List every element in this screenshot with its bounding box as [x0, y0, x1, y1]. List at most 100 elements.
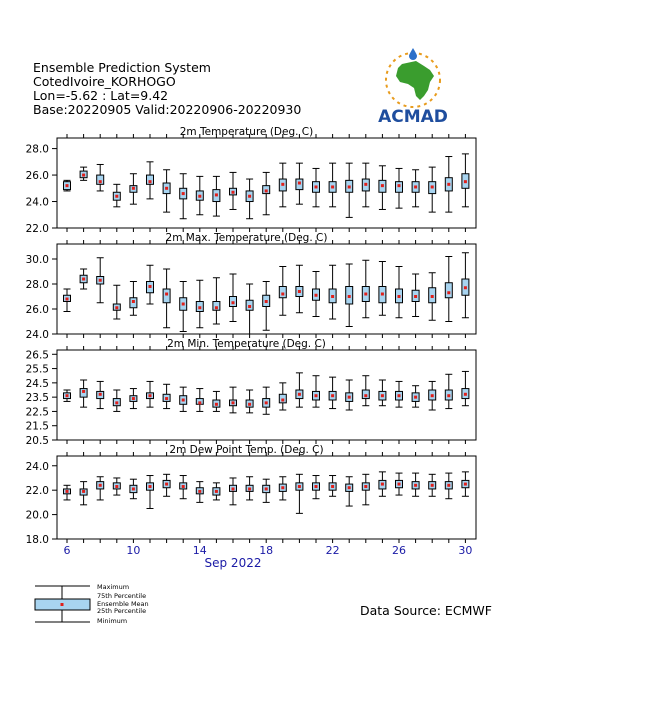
- mean-marker: [380, 482, 384, 486]
- mean-marker: [131, 300, 135, 303]
- mean-marker: [115, 306, 119, 310]
- y-tick-label: 24.5: [26, 378, 49, 390]
- mean-marker: [447, 394, 451, 398]
- iqr-box: [444, 282, 453, 299]
- mean-marker: [181, 192, 185, 196]
- mean-marker: [264, 401, 268, 405]
- mean-marker: [463, 180, 467, 184]
- mean-marker: [248, 305, 252, 308]
- mean-marker: [181, 398, 185, 402]
- mean-marker: [331, 394, 335, 398]
- mean-marker: [248, 194, 252, 198]
- mean-marker: [347, 486, 351, 490]
- mean-marker: [98, 180, 102, 184]
- station-coordinates: Lon=-5.62 : Lat=9.42: [33, 88, 169, 103]
- x-tick-label: 10: [126, 544, 140, 557]
- mean-marker: [297, 392, 301, 396]
- mean-marker: [447, 483, 451, 487]
- mean-marker: [364, 485, 368, 489]
- y-tick-label: 26.0: [26, 304, 49, 316]
- mean-marker: [165, 397, 169, 401]
- mean-marker: [397, 394, 401, 398]
- mean-marker: [198, 401, 202, 405]
- mean-marker: [314, 485, 318, 489]
- mean-marker: [447, 182, 451, 186]
- mean-marker: [82, 173, 86, 177]
- mean-marker: [347, 395, 351, 399]
- legend-label: 25th Percentile: [97, 607, 146, 615]
- mean-marker: [364, 394, 368, 398]
- mean-marker: [82, 277, 86, 281]
- mean-marker: [248, 402, 252, 406]
- mean-marker: [414, 395, 418, 399]
- y-tick-label: 20.5: [26, 435, 49, 447]
- mean-marker: [331, 185, 335, 189]
- mean-marker: [231, 190, 235, 194]
- legend-label: Ensemble Mean: [97, 600, 149, 608]
- mean-marker: [165, 186, 169, 190]
- mean-marker: [331, 295, 335, 298]
- mean-marker: [397, 482, 401, 486]
- mean-marker: [115, 194, 119, 198]
- mean-marker: [148, 180, 152, 184]
- mean-marker: [198, 489, 202, 493]
- forecast-dates: Base:20220905 Valid:20220906-20220930: [33, 102, 302, 117]
- mean-marker: [380, 394, 384, 398]
- y-tick-label: 30.0: [26, 254, 49, 266]
- y-tick-label: 18.0: [26, 534, 49, 546]
- mean-marker: [98, 278, 102, 282]
- mean-marker: [214, 489, 218, 493]
- mean-marker: [131, 487, 135, 491]
- data-source: Data Source: ECMWF: [360, 603, 492, 618]
- y-tick-label: 28.0: [26, 144, 49, 156]
- mean-marker: [347, 295, 351, 298]
- mean-marker: [364, 182, 368, 186]
- mean-marker: [165, 292, 169, 296]
- mean-marker: [264, 487, 268, 491]
- iqr-box: [96, 174, 105, 185]
- mean-marker: [331, 485, 335, 489]
- mean-marker: [214, 306, 218, 310]
- mean-marker: [314, 293, 318, 297]
- mean-marker: [148, 285, 152, 288]
- y-tick-label: 26.5: [26, 349, 49, 361]
- y-tick-label: 25.5: [26, 364, 49, 376]
- mean-marker: [148, 485, 152, 489]
- iqr-box: [162, 288, 171, 304]
- mean-marker: [214, 193, 218, 197]
- y-tick-label: 26.0: [26, 170, 49, 182]
- y-tick-label: 22.0: [26, 485, 49, 497]
- mean-marker: [414, 483, 418, 487]
- chart-title: Ensemble Prediction System: [33, 60, 211, 75]
- y-tick-label: 21.5: [26, 421, 49, 433]
- mean-marker: [463, 392, 467, 396]
- x-axis-label: Sep 2022: [205, 556, 262, 570]
- mean-marker: [264, 300, 268, 303]
- mean-marker: [231, 401, 235, 405]
- y-tick-label: 22.0: [26, 223, 49, 235]
- panel-title: 2m Max. Temperature (Deg. C): [166, 232, 328, 244]
- mean-marker: [297, 181, 301, 185]
- mean-marker: [131, 397, 135, 401]
- legend-label: Maximum: [97, 583, 129, 591]
- mean-marker: [65, 394, 69, 398]
- acmad-logo: ACMAD: [378, 48, 448, 127]
- mean-marker: [297, 485, 301, 489]
- y-tick-label: 24.0: [26, 197, 49, 209]
- mean-marker: [430, 295, 434, 298]
- mean-marker: [414, 185, 418, 189]
- station-name: CotedIvoire_KORHOGO: [33, 74, 176, 89]
- y-tick-label: 23.5: [26, 392, 49, 404]
- mean-marker: [430, 394, 434, 398]
- mean-marker: [364, 292, 368, 296]
- mean-marker: [115, 485, 119, 489]
- mean-marker: [463, 482, 467, 486]
- mean-marker: [65, 184, 69, 188]
- panel-title: 2m Temperature (Deg. C): [180, 126, 314, 138]
- mean-marker: [115, 401, 119, 405]
- legend-mean-marker: [60, 603, 64, 606]
- y-tick-label: 22.5: [26, 406, 49, 418]
- mean-marker: [98, 392, 102, 396]
- africa-map-icon: [396, 61, 434, 100]
